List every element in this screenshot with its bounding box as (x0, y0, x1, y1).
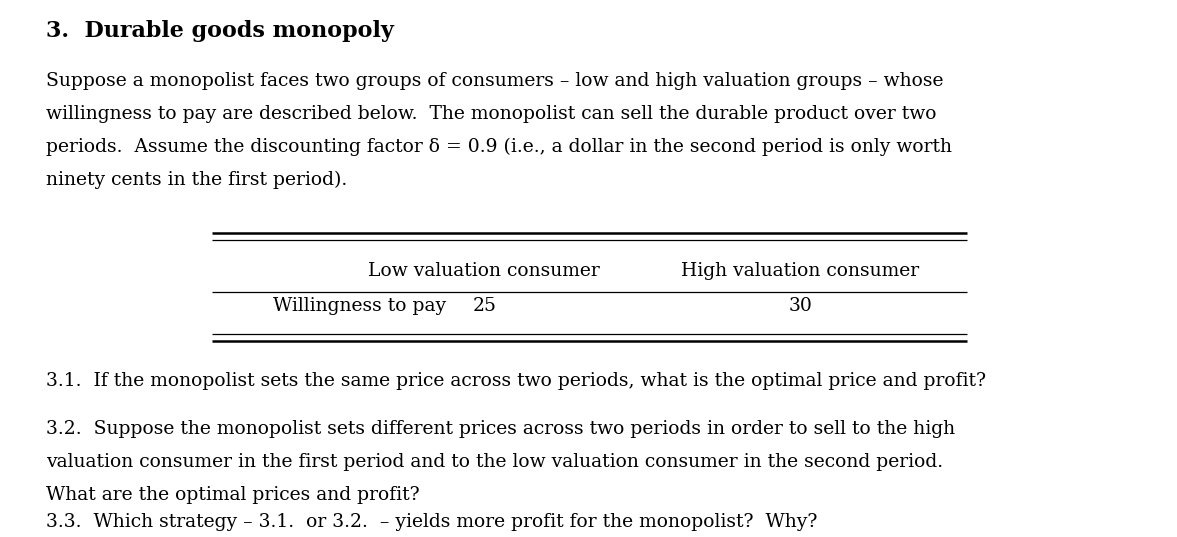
Text: 3.2.  Suppose the monopolist sets different prices across two periods in order t: 3.2. Suppose the monopolist sets differe… (46, 419, 955, 438)
Text: Suppose a monopolist faces two groups of consumers – low and high valuation grou: Suppose a monopolist faces two groups of… (46, 72, 943, 90)
Text: 30: 30 (789, 297, 812, 315)
Text: 3.1.  If the monopolist sets the same price across two periods, what is the opti: 3.1. If the monopolist sets the same pri… (46, 372, 986, 390)
Text: 3.3.  Which strategy – 3.1.  or 3.2.  – yields more profit for the monopolist?  : 3.3. Which strategy – 3.1. or 3.2. – yie… (46, 513, 817, 531)
Text: willingness to pay are described below.  The monopolist can sell the durable pro: willingness to pay are described below. … (46, 105, 936, 123)
Text: Low valuation consumer: Low valuation consumer (368, 263, 600, 280)
Text: 25: 25 (472, 297, 497, 315)
Text: High valuation consumer: High valuation consumer (681, 263, 919, 280)
Text: What are the optimal prices and profit?: What are the optimal prices and profit? (46, 485, 419, 504)
Text: ninety cents in the first period).: ninety cents in the first period). (46, 171, 347, 189)
Text: Willingness to pay: Willingness to pay (273, 297, 446, 315)
Text: valuation consumer in the first period and to the low valuation consumer in the : valuation consumer in the first period a… (46, 453, 943, 470)
Text: periods.  Assume the discounting factor δ = 0.9 (i.e., a dollar in the second pe: periods. Assume the discounting factor δ… (46, 138, 952, 156)
Text: 3.  Durable goods monopoly: 3. Durable goods monopoly (46, 20, 393, 42)
